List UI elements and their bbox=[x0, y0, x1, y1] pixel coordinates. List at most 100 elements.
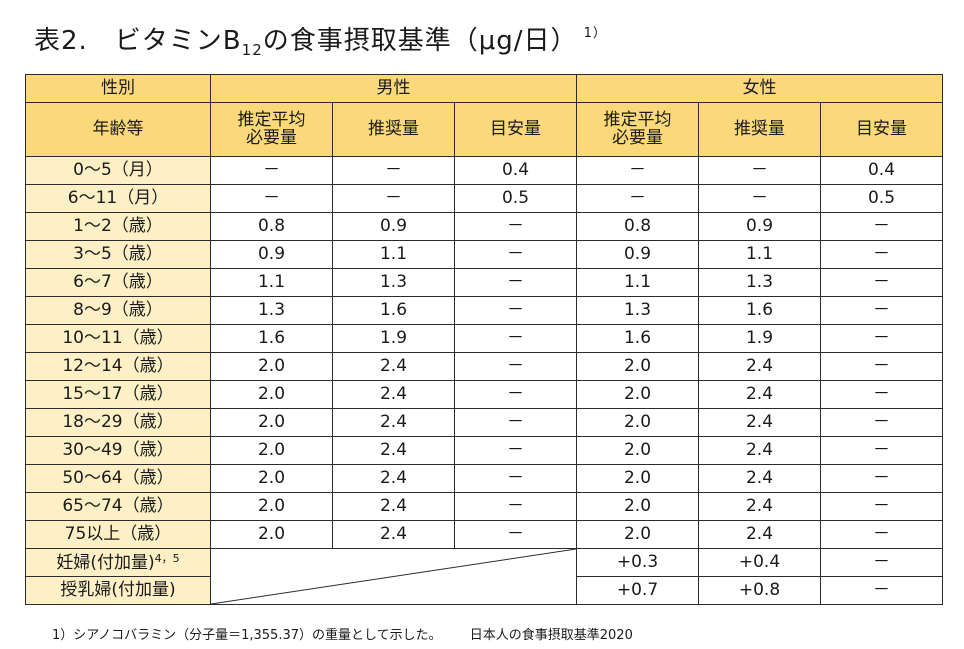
not-applicable-cell bbox=[210, 548, 577, 605]
value-cell: +0.7 bbox=[576, 576, 699, 605]
diagonal-slash bbox=[211, 549, 576, 604]
value-cell: 2.4 bbox=[332, 408, 455, 437]
nutrition-table: 性別 男性 女性 年齢等 推定平均必要量 推奨量 目安量 推定平均必要量 推奨量… bbox=[25, 74, 943, 605]
value-cell: +0.8 bbox=[698, 576, 821, 605]
value-cell: － bbox=[454, 352, 577, 381]
table-row: 30～49（歳） 2.0 2.4 － 2.0 2.4 － bbox=[25, 436, 943, 465]
footnote: 1）シアノコバラミン（分子量＝1,355.37）の重量として示した。 日本人の食… bbox=[52, 624, 633, 643]
age-cell: 1～2（歳） bbox=[25, 212, 211, 241]
value-cell: － bbox=[454, 408, 577, 437]
table-row: 0～5（月） － － 0.4 － － 0.4 bbox=[25, 156, 943, 185]
value-cell: 0.8 bbox=[210, 212, 333, 241]
value-cell: 2.0 bbox=[576, 464, 699, 493]
value-cell: 1.1 bbox=[210, 268, 333, 297]
value-cell: 1.9 bbox=[698, 324, 821, 353]
value-cell: － bbox=[820, 548, 943, 577]
table-row: 8～9（歳） 1.3 1.6 － 1.3 1.6 － bbox=[25, 296, 943, 325]
col-header-female-ear: 推定平均必要量 bbox=[576, 102, 699, 157]
age-cell: 75以上（歳） bbox=[25, 520, 211, 549]
table-row: 12～14（歳） 2.0 2.4 － 2.0 2.4 － bbox=[25, 352, 943, 381]
value-cell: 2.0 bbox=[210, 492, 333, 521]
value-cell: 1.3 bbox=[698, 268, 821, 297]
table-row: 6～11（月） － － 0.5 － － 0.5 bbox=[25, 184, 943, 213]
value-cell: － bbox=[820, 492, 943, 521]
value-cell: 2.0 bbox=[576, 352, 699, 381]
value-cell: － bbox=[210, 184, 333, 213]
age-cell: 50～64（歳） bbox=[25, 464, 211, 493]
value-cell: － bbox=[576, 156, 699, 185]
value-cell: 0.9 bbox=[210, 240, 333, 269]
value-cell: 2.0 bbox=[210, 352, 333, 381]
lactating-label-cell: 授乳婦(付加量) bbox=[25, 576, 211, 605]
value-cell: 0.4 bbox=[454, 156, 577, 185]
value-cell: 2.4 bbox=[332, 464, 455, 493]
value-cell: 1.3 bbox=[576, 296, 699, 325]
value-cell: － bbox=[454, 324, 577, 353]
pregnant-label-cell: 妊婦(付加量)4，5 bbox=[25, 548, 211, 577]
table-row: 10～11（歳） 1.6 1.9 － 1.6 1.9 － bbox=[25, 324, 943, 353]
value-cell: 1.1 bbox=[698, 240, 821, 269]
table-row: 50～64（歳） 2.0 2.4 － 2.0 2.4 － bbox=[25, 464, 943, 493]
value-cell: +0.3 bbox=[576, 548, 699, 577]
age-cell: 30～49（歳） bbox=[25, 436, 211, 465]
value-cell: 2.4 bbox=[332, 380, 455, 409]
col-header-female-ai: 目安量 bbox=[820, 102, 943, 157]
value-cell: 2.0 bbox=[210, 464, 333, 493]
sex-header: 性別 bbox=[25, 74, 211, 103]
table-row: 1～2（歳） 0.8 0.9 － 0.8 0.9 － bbox=[25, 212, 943, 241]
value-cell: 0.5 bbox=[820, 184, 943, 213]
age-cell: 12～14（歳） bbox=[25, 352, 211, 381]
value-cell: 2.4 bbox=[332, 436, 455, 465]
value-cell: － bbox=[698, 156, 821, 185]
value-cell: 1.1 bbox=[576, 268, 699, 297]
value-cell: 2.0 bbox=[576, 520, 699, 549]
value-cell: － bbox=[820, 380, 943, 409]
table-row: 15～17（歳） 2.0 2.4 － 2.0 2.4 － bbox=[25, 380, 943, 409]
value-cell: 2.4 bbox=[698, 436, 821, 465]
value-cell: － bbox=[454, 492, 577, 521]
value-cell: － bbox=[820, 408, 943, 437]
value-cell: 1.6 bbox=[698, 296, 821, 325]
value-cell: － bbox=[210, 156, 333, 185]
value-cell: － bbox=[820, 324, 943, 353]
value-cell: 0.8 bbox=[576, 212, 699, 241]
value-cell: 2.0 bbox=[210, 436, 333, 465]
value-cell: － bbox=[820, 576, 943, 605]
value-cell: 0.9 bbox=[698, 212, 821, 241]
title-note-ref: 1） bbox=[583, 26, 607, 41]
value-cell: － bbox=[576, 184, 699, 213]
table-row: 6～7（歳） 1.1 1.3 － 1.1 1.3 － bbox=[25, 268, 943, 297]
value-cell: － bbox=[820, 268, 943, 297]
value-cell: － bbox=[332, 184, 455, 213]
value-cell: 2.4 bbox=[698, 352, 821, 381]
value-cell: － bbox=[820, 212, 943, 241]
value-cell: － bbox=[332, 156, 455, 185]
value-cell: － bbox=[454, 380, 577, 409]
value-cell: － bbox=[454, 268, 577, 297]
col-header-female-rda: 推奨量 bbox=[698, 102, 821, 157]
value-cell: － bbox=[820, 520, 943, 549]
age-header: 年齢等 bbox=[25, 102, 211, 157]
value-cell: 2.0 bbox=[576, 492, 699, 521]
value-cell: 0.9 bbox=[332, 212, 455, 241]
value-cell: 2.0 bbox=[576, 436, 699, 465]
value-cell: － bbox=[820, 240, 943, 269]
value-cell: － bbox=[454, 296, 577, 325]
value-cell: 2.0 bbox=[576, 380, 699, 409]
value-cell: 2.0 bbox=[210, 380, 333, 409]
value-cell: 2.4 bbox=[698, 492, 821, 521]
value-cell: 2.4 bbox=[332, 520, 455, 549]
age-cell: 6～7（歳） bbox=[25, 268, 211, 297]
value-cell: 1.1 bbox=[332, 240, 455, 269]
value-cell: 2.4 bbox=[332, 492, 455, 521]
age-cell: 15～17（歳） bbox=[25, 380, 211, 409]
title-prefix: 表2. ビタミンB bbox=[34, 26, 242, 56]
value-cell: － bbox=[454, 520, 577, 549]
age-cell: 65～74（歳） bbox=[25, 492, 211, 521]
value-cell: － bbox=[454, 436, 577, 465]
value-cell: 2.4 bbox=[698, 380, 821, 409]
value-cell: 0.9 bbox=[576, 240, 699, 269]
col-header-male-ear: 推定平均必要量 bbox=[210, 102, 333, 157]
value-cell: 2.4 bbox=[332, 352, 455, 381]
col-header-male-ai: 目安量 bbox=[454, 102, 577, 157]
